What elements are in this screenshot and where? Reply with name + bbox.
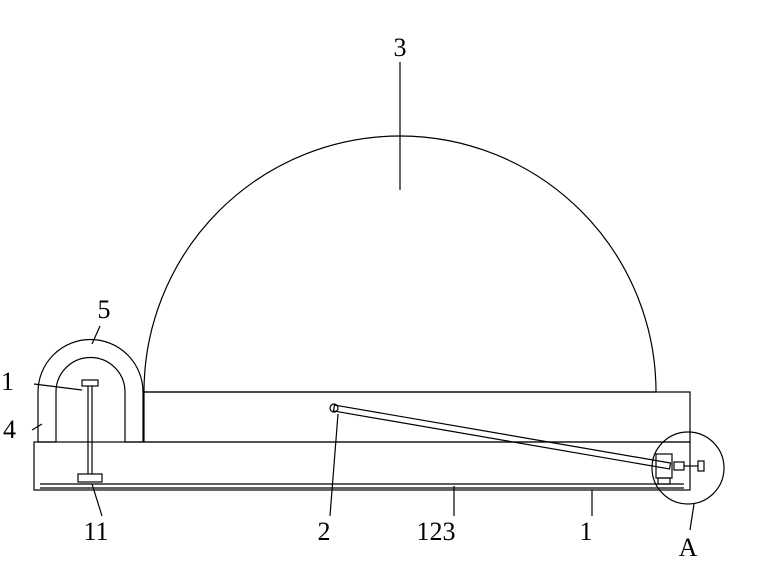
- label-text: 21: [0, 367, 14, 396]
- diagonal-bar: [333, 405, 670, 469]
- right-mechanism: [656, 454, 704, 484]
- label-l4: 4: [3, 415, 42, 444]
- leader-line: [92, 484, 102, 516]
- label-text: 2: [318, 517, 331, 546]
- label-text: A: [679, 533, 698, 562]
- label-text: 4: [3, 415, 16, 444]
- label-l21: 21: [0, 367, 82, 396]
- label-l11: 11: [83, 484, 108, 546]
- leader-line: [690, 504, 694, 530]
- left-post-foot: [78, 474, 102, 482]
- leader-line: [34, 384, 82, 390]
- leader-line: [92, 326, 100, 344]
- label-l123: 123: [417, 486, 456, 546]
- leader-line: [330, 414, 338, 516]
- upper-shelf-box: [144, 392, 690, 442]
- label-l5: 5: [92, 295, 111, 344]
- label-l2: 2: [318, 414, 339, 546]
- label-layer: 3 5 21 4 11 2 123 1 A: [0, 33, 698, 562]
- left-arch-outer: [38, 340, 143, 442]
- left-arch-inner: [56, 358, 125, 443]
- label-text: 11: [83, 517, 108, 546]
- left-post-cap: [82, 380, 98, 386]
- label-lA: A: [679, 504, 698, 562]
- label-text: 3: [394, 33, 407, 62]
- leader-line: [32, 424, 42, 430]
- technical-diagram: [34, 136, 724, 504]
- label-l1: 1: [580, 490, 593, 546]
- label-text: 123: [417, 517, 456, 546]
- label-l3: 3: [394, 33, 407, 190]
- label-text: 5: [98, 295, 111, 324]
- label-text: 1: [580, 517, 593, 546]
